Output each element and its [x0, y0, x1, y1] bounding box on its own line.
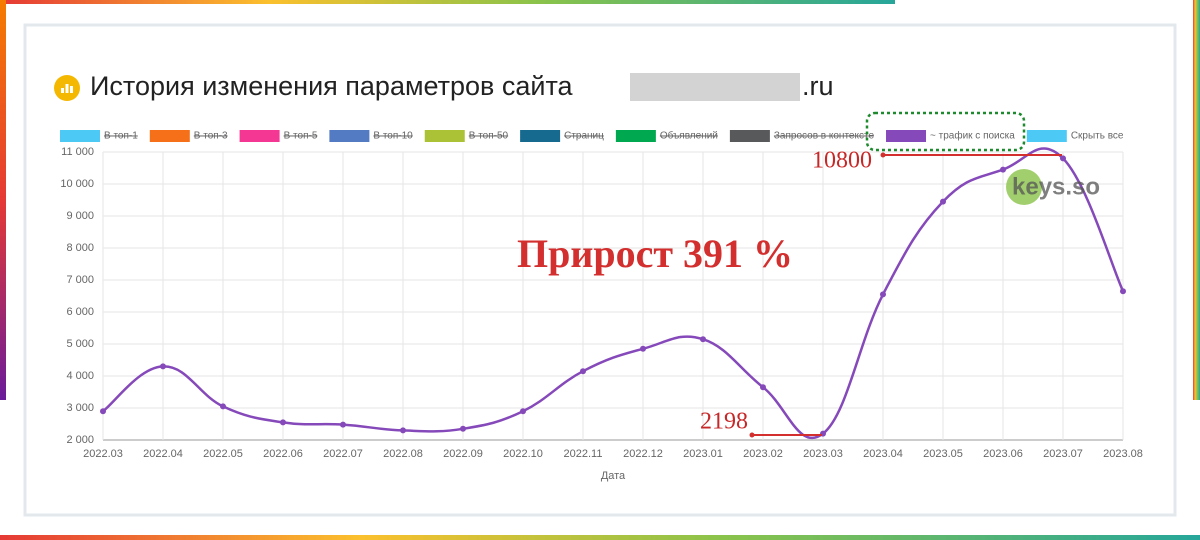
y-tick-label: 5 000 [66, 338, 94, 350]
legend-label: В топ-50 [469, 131, 509, 142]
min-marker-dot [749, 432, 755, 438]
legend-swatch [615, 130, 656, 142]
legend-label: В топ-5 [284, 131, 318, 142]
legend-label: ~ трафик с поиска [930, 130, 1015, 142]
y-tick-label: 7 000 [66, 274, 94, 286]
top-strip [0, 0, 895, 4]
max-annotation: 10800 [812, 148, 872, 174]
data-point [640, 345, 646, 352]
legend-swatch [60, 130, 100, 142]
x-tick-label: 2022.08 [383, 448, 423, 460]
data-point [880, 291, 886, 298]
data-point [700, 336, 706, 343]
legend-label: Запросов в контексте [774, 131, 875, 142]
y-tick-label: 9 000 [66, 210, 94, 222]
legend-label: В топ-10 [373, 131, 413, 142]
y-tick-label: 6 000 [66, 306, 94, 318]
bottom-strip [0, 535, 1200, 540]
x-tick-label: 2023.03 [803, 448, 843, 460]
growth-annotation: Прирост 391 % [517, 231, 793, 276]
data-point [1120, 288, 1126, 295]
data-point [760, 384, 766, 391]
x-tick-label: 2022.04 [143, 448, 183, 460]
y-tick-label: 2 000 [66, 434, 94, 446]
data-point [280, 419, 286, 426]
data-point [460, 425, 466, 432]
y-tick-label: 4 000 [66, 370, 94, 382]
y-tick-label: 3 000 [66, 402, 94, 414]
watermark: keys.so [1012, 173, 1100, 200]
plot: 2 000 3 000 4 000 5 000 6 000 7 000 8 000 9 000… [60, 146, 1143, 460]
blurred-domain [630, 73, 800, 101]
data-point [220, 403, 226, 410]
y-tick-label: 10 000 [60, 178, 94, 190]
x-tick-label: 2022.05 [203, 448, 243, 460]
x-tick-label: 2022.06 [263, 448, 303, 460]
x-tick-label: 2023.04 [863, 448, 903, 460]
panel [23, 23, 1177, 517]
watermark-logo [1006, 169, 1042, 205]
legend-swatch [1026, 130, 1067, 142]
data-point [580, 368, 586, 375]
legend-label: Страниц [564, 131, 604, 142]
legend-swatch [520, 130, 561, 142]
legend-label: Скрыть все [1071, 131, 1124, 142]
x-tick-label: 2023.01 [683, 448, 723, 460]
legend-swatch [886, 130, 927, 142]
title-icon-bars [61, 84, 73, 93]
data-point [340, 421, 346, 428]
x-tick-label: 2022.07 [323, 448, 363, 460]
x-tick-label: 2022.11 [564, 448, 603, 460]
x-tick-label: 2023.06 [983, 448, 1023, 460]
x-tick-label: 2023.07 [1043, 448, 1083, 460]
data-point [520, 408, 526, 415]
title-domain: .ru [802, 71, 834, 101]
chart-title: История изменения параметров сайта [90, 71, 574, 101]
data-point [1060, 155, 1066, 162]
legend-label: В топ-1 [104, 131, 138, 142]
data-point [400, 427, 406, 434]
legend: В топ-1 В топ-3 В топ-5 В топ-10 В топ-50 Стр… [60, 130, 1124, 142]
x-tick-label: 2022.03 [83, 448, 123, 460]
right-strip [1193, 0, 1200, 400]
legend-swatch [329, 130, 370, 142]
legend-label: Объявлений [660, 130, 718, 142]
min-annotation: 2198 [700, 409, 748, 435]
x-tick-label: 2023.08 [1103, 448, 1143, 460]
highlight-box [865, 111, 1026, 152]
y-tick-label: 11 000 [61, 146, 94, 158]
data-point [940, 198, 946, 205]
x-tick-label: 2023.05 [923, 448, 963, 460]
max-marker-dot [880, 152, 886, 158]
legend-swatch [239, 130, 280, 142]
legend-swatch [729, 130, 770, 142]
data-point [1000, 166, 1006, 173]
y-tick-label: 8 000 [66, 242, 94, 254]
x-tick-label: 2022.10 [503, 448, 543, 460]
left-strip [0, 0, 6, 400]
x-tick-label: 2022.12 [623, 448, 663, 460]
data-point [160, 363, 166, 370]
legend-swatch [424, 130, 465, 142]
legend-label: В топ-3 [194, 131, 228, 142]
data-point [100, 408, 106, 415]
x-tick-label: 2022.09 [443, 448, 483, 460]
x-axis-label: Дата [601, 470, 626, 482]
legend-swatch [149, 130, 190, 142]
x-tick-label: 2023.02 [743, 448, 783, 460]
